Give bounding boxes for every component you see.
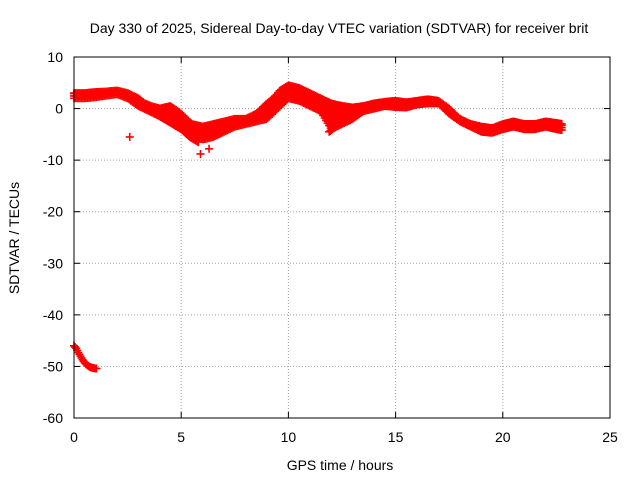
y-tick-label: -40: [43, 307, 63, 323]
data-point: [205, 144, 214, 153]
x-axis-label: GPS time / hours: [287, 457, 394, 473]
y-tick-label: 10: [47, 49, 63, 65]
data-point: [557, 119, 566, 128]
x-tick-label: 5: [177, 429, 185, 445]
x-tick-label: 10: [281, 429, 297, 445]
y-tick-label: -50: [43, 358, 63, 374]
y-tick-label: -20: [43, 204, 63, 220]
axis-ticks: 0 5 10 15 20 25 10 0 -10 -20 -30 -40 -50 -60: [43, 49, 618, 445]
data-point: [196, 149, 205, 158]
x-tick-label: 0: [70, 429, 78, 445]
plot-frame: [73, 56, 611, 419]
x-tick-label: 25: [602, 429, 618, 445]
data-point: [194, 138, 203, 147]
data-point: [125, 132, 134, 141]
data-point: [366, 101, 375, 110]
chart-title: Day 330 of 2025, Sidereal Day-to-day VTE…: [90, 20, 589, 36]
y-tick-label: -10: [43, 152, 63, 168]
x-tick-label: 15: [388, 429, 404, 445]
y-tick-label: -30: [43, 255, 63, 271]
x-tick-label: 20: [495, 429, 511, 445]
y-tick-label: 0: [55, 101, 63, 117]
y-axis-label: SDTVAR / TECUs: [6, 182, 22, 294]
data-point: [92, 364, 101, 373]
data-points: [70, 81, 566, 373]
y-tick-label: -60: [43, 410, 63, 426]
